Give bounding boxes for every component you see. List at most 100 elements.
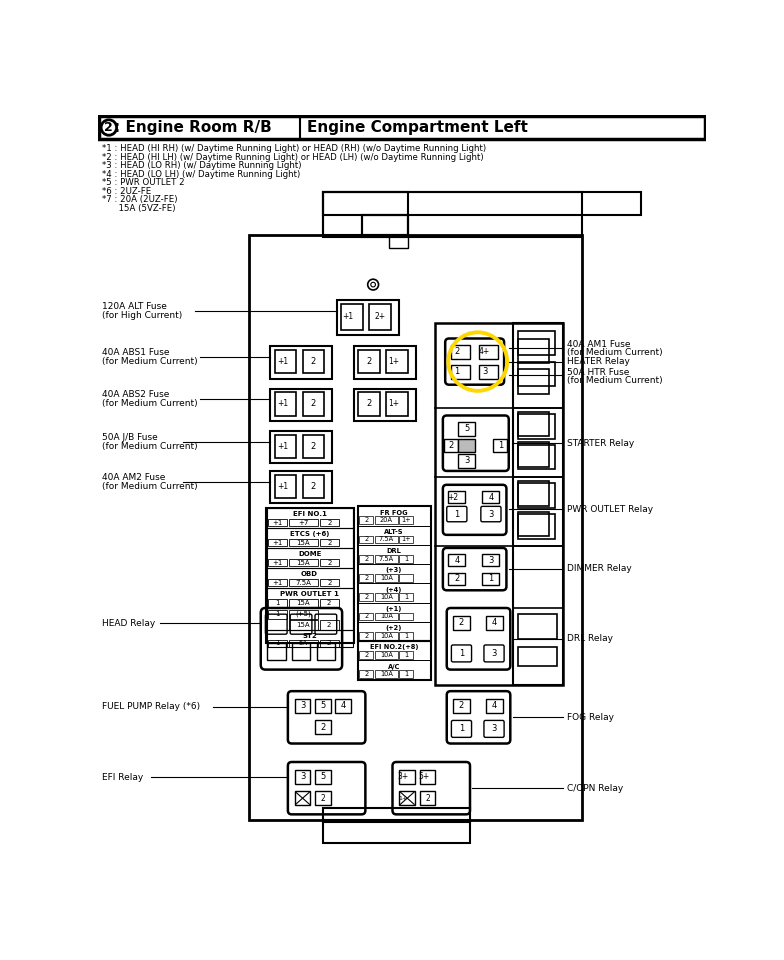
Bar [320, 518, 339, 526]
Text: 1: 1 [498, 441, 503, 450]
Bar [518, 514, 555, 539]
Bar [267, 508, 353, 528]
Text: 2: 2 [425, 794, 430, 803]
Text: 1: 1 [405, 633, 408, 638]
Bar [274, 350, 296, 373]
Bar [359, 651, 373, 659]
Bar [320, 620, 339, 630]
Text: 15A (5VZ-FE): 15A (5VZ-FE) [102, 204, 176, 213]
Text: (+2): (+2) [386, 625, 402, 631]
Bar [358, 603, 430, 622]
Text: (+3): (+3) [386, 567, 402, 573]
Bar [361, 215, 408, 237]
Text: 2: 2 [459, 618, 464, 627]
Bar [479, 365, 498, 378]
Text: FR FOG: FR FOG [380, 510, 408, 516]
Text: 10A: 10A [380, 671, 393, 677]
Text: (+1): (+1) [386, 606, 402, 612]
Text: 1: 1 [454, 510, 459, 518]
Bar [274, 435, 296, 458]
Text: 2: 2 [364, 633, 368, 638]
Bar [267, 539, 287, 546]
Text: 20A: 20A [379, 517, 393, 523]
Bar [375, 632, 398, 639]
Bar [479, 345, 498, 358]
Bar [359, 555, 373, 563]
Text: 2: 2 [367, 399, 372, 408]
Text: 4+: 4+ [479, 348, 490, 356]
Text: 1+: 1+ [389, 399, 400, 408]
Bar [270, 431, 332, 464]
Text: (for Medium Current): (for Medium Current) [102, 399, 198, 408]
Text: (for High Current): (for High Current) [102, 311, 182, 320]
Text: PWR OUTLET Relay: PWR OUTLET Relay [567, 505, 653, 514]
Bar [289, 599, 318, 608]
Bar [459, 439, 475, 452]
Bar [400, 574, 413, 582]
Bar [400, 593, 413, 601]
Text: 2: 2 [310, 357, 316, 366]
Text: 2: 2 [310, 482, 316, 491]
Text: 2: 2 [364, 652, 368, 658]
Bar [295, 791, 310, 805]
Text: 3: 3 [492, 725, 497, 733]
Text: 2: 2 [364, 537, 368, 542]
Bar [320, 599, 339, 608]
Bar [359, 670, 373, 678]
Text: 2: 2 [310, 442, 316, 451]
Bar [267, 631, 353, 647]
Text: ALT-S: ALT-S [384, 529, 404, 535]
Text: 1: 1 [459, 649, 464, 658]
Bar [518, 614, 557, 638]
Bar [389, 234, 408, 249]
Text: 1: 1 [454, 367, 459, 376]
Text: 1: 1 [488, 574, 494, 584]
Text: 2: 2 [320, 723, 325, 732]
Bar [358, 641, 431, 680]
Bar [267, 508, 354, 642]
Bar [289, 539, 318, 546]
Bar [320, 640, 339, 646]
Bar [358, 545, 430, 564]
Text: 2: 2 [364, 671, 368, 677]
Bar [453, 699, 470, 712]
Bar [303, 350, 325, 373]
Bar [359, 536, 373, 543]
Bar [323, 808, 470, 822]
Text: 2: 2 [328, 580, 332, 586]
Bar [267, 643, 285, 660]
Text: DRL Relay: DRL Relay [567, 635, 613, 643]
Bar [315, 699, 331, 712]
Text: 2: 2 [364, 594, 368, 600]
Bar [289, 518, 318, 526]
Text: 5+: 5+ [418, 772, 429, 781]
Bar [518, 339, 549, 363]
Text: 15A: 15A [296, 622, 310, 628]
Bar [375, 516, 398, 524]
Bar [317, 643, 335, 660]
Text: +1: +1 [277, 399, 288, 408]
Bar [267, 528, 353, 548]
Bar [289, 620, 318, 630]
Text: 2: 2 [327, 600, 331, 607]
Bar [419, 770, 435, 783]
Bar [358, 564, 430, 584]
Text: ST2: ST2 [302, 633, 317, 638]
Text: 2: 2 [364, 613, 368, 619]
Bar [270, 471, 332, 503]
Bar [482, 554, 499, 566]
Text: 5A: 5A [299, 640, 308, 646]
Bar [270, 389, 332, 420]
Text: HEATER Relay: HEATER Relay [567, 357, 630, 366]
Text: ETCS (+6): ETCS (+6) [290, 531, 329, 537]
Text: (+5): (+5) [296, 611, 311, 617]
Text: (for Medium Current): (for Medium Current) [102, 357, 198, 366]
Text: 1+: 1+ [389, 357, 400, 366]
Bar [375, 612, 398, 620]
Bar [359, 574, 373, 582]
Bar [459, 421, 475, 436]
Text: EFI NO.1: EFI NO.1 [292, 511, 326, 517]
Bar [359, 632, 373, 639]
Bar [358, 350, 380, 373]
Bar [270, 347, 332, 378]
